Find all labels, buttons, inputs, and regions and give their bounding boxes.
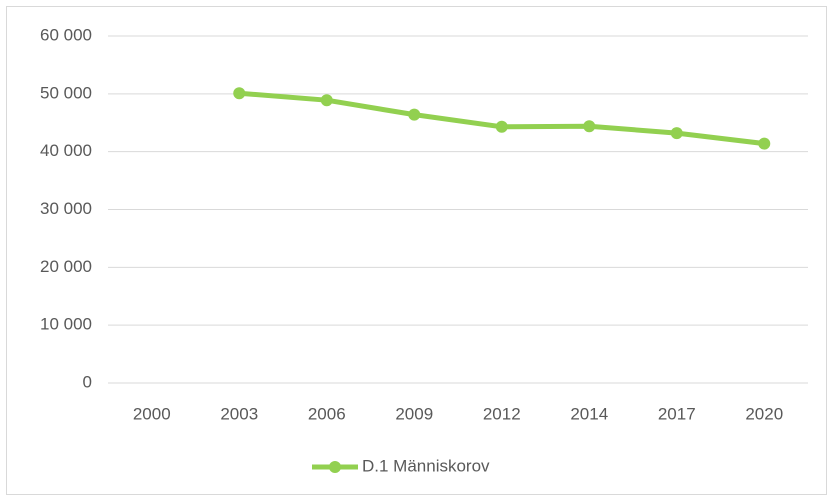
x-tick-label: 2000: [133, 404, 171, 423]
x-tick-label: 2020: [745, 404, 783, 423]
x-tick-label: 2014: [570, 404, 608, 423]
data-point: [758, 137, 771, 150]
x-tick-label: 2017: [658, 404, 696, 423]
y-tick-label: 40 000: [40, 141, 92, 160]
y-tick-label: 0: [83, 372, 92, 391]
legend-label: D.1 Människorov: [362, 456, 490, 475]
data-point: [495, 120, 508, 133]
x-tick-label: 2012: [483, 404, 521, 423]
y-tick-label: 60 000: [40, 25, 92, 44]
x-tick-label: 2009: [395, 404, 433, 423]
data-point: [233, 87, 246, 100]
x-tick-label: 2003: [220, 404, 258, 423]
legend-marker: [329, 461, 341, 473]
y-tick-label: 10 000: [40, 315, 92, 334]
y-tick-label: 50 000: [40, 83, 92, 102]
chart-border: [6, 6, 827, 495]
data-point: [408, 108, 421, 121]
x-tick-label: 2006: [308, 404, 346, 423]
data-point: [670, 127, 683, 140]
data-point: [583, 120, 596, 133]
data-point: [320, 94, 333, 107]
y-tick-label: 20 000: [40, 257, 92, 276]
y-tick-label: 30 000: [40, 199, 92, 218]
